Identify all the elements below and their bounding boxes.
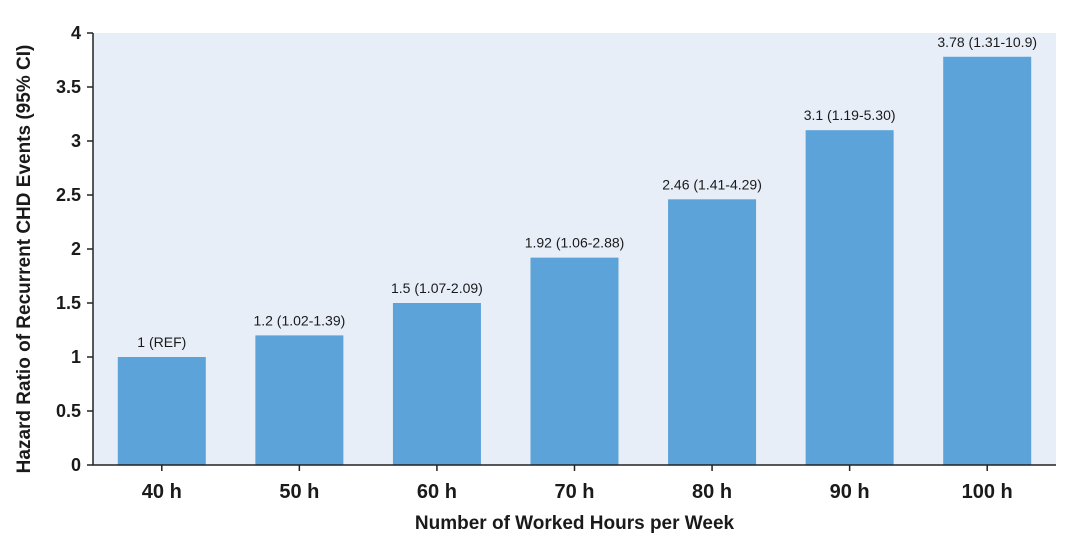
x-axis-title: Number of Worked Hours per Week bbox=[415, 513, 735, 534]
x-tick-label: 60 h bbox=[417, 481, 457, 503]
x-tick-label: 100 h bbox=[962, 481, 1013, 503]
y-ticks-group: 0 0.5 1 1.5 2 2.5 3 3.5 4 bbox=[56, 23, 93, 475]
x-tick-label: 80 h bbox=[692, 481, 732, 503]
y-tick-label: 3.5 bbox=[56, 77, 81, 97]
x-tick-label: 70 h bbox=[554, 481, 594, 503]
y-tick-label: 3 bbox=[71, 131, 81, 151]
data-label: 1.92 (1.06-2.88) bbox=[525, 235, 625, 251]
bars-group bbox=[117, 56, 1032, 465]
data-label: 1 (REF) bbox=[137, 334, 186, 350]
y-tick-label: 1.5 bbox=[56, 293, 81, 313]
data-labels-group: 1 (REF) 1.2 (1.02-1.39) 1.5 (1.07-2.09) 1.9… bbox=[137, 34, 1037, 350]
y-tick-label: 0 bbox=[71, 455, 81, 475]
data-label: 1.2 (1.02-1.39) bbox=[253, 312, 345, 328]
y-tick-label: 4 bbox=[71, 23, 81, 43]
bar-90h bbox=[805, 130, 894, 465]
bar-40h bbox=[117, 357, 206, 465]
y-axis-title: Hazard Ratio of Recurrent CHD Events (95… bbox=[14, 45, 35, 474]
y-tick-label: 2 bbox=[71, 239, 81, 259]
data-label: 3.78 (1.31-10.9) bbox=[937, 34, 1037, 50]
data-label: 2.46 (1.41-4.29) bbox=[662, 176, 762, 192]
data-label: 1.5 (1.07-2.09) bbox=[391, 280, 483, 296]
x-tick-label: 90 h bbox=[830, 481, 870, 503]
bar-60h bbox=[392, 303, 481, 465]
bar-70h bbox=[530, 257, 619, 465]
y-tick-label: 0.5 bbox=[56, 401, 81, 421]
data-label: 3.1 (1.19-5.30) bbox=[804, 107, 896, 123]
x-ticks-group: 40 h 50 h 60 h 70 h 80 h 90 h 100 h bbox=[142, 465, 1013, 503]
y-tick-label: 1 bbox=[71, 347, 81, 367]
bar-50h bbox=[255, 335, 344, 465]
bar-100h bbox=[943, 56, 1032, 465]
x-tick-label: 50 h bbox=[279, 481, 319, 503]
bar-80h bbox=[668, 199, 757, 465]
y-tick-label: 2.5 bbox=[56, 185, 81, 205]
x-tick-label: 40 h bbox=[142, 481, 182, 503]
